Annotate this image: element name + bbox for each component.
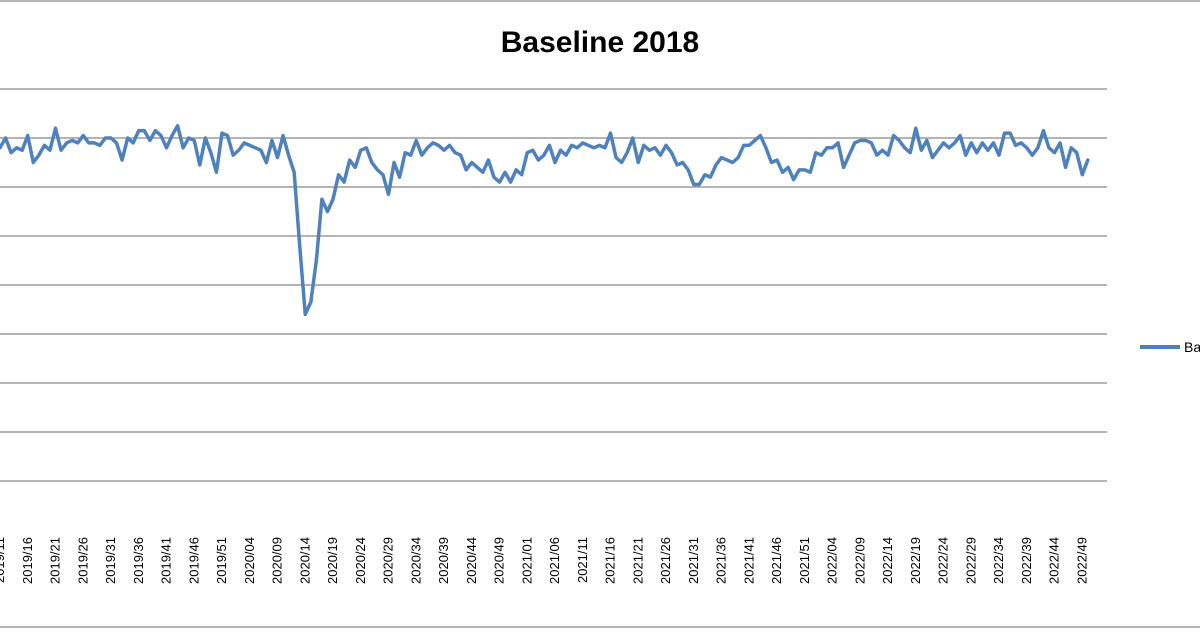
x-tick-label: 2019/46	[186, 537, 201, 584]
x-tick-label: 2020/44	[464, 537, 479, 584]
x-tick-label: 2019/41	[159, 537, 174, 584]
x-tick-label: 2021/31	[686, 537, 701, 584]
x-tick-label: 2019/26	[75, 537, 90, 584]
x-tick-label: 2019/36	[131, 537, 146, 584]
series-layer	[0, 124, 1090, 317]
x-tick-label: 2019/31	[103, 537, 118, 584]
x-tick-label: 2021/41	[741, 537, 756, 584]
x-tick-label: 2020/39	[436, 537, 451, 584]
x-tick-label: 2022/04	[825, 537, 840, 584]
x-tick-label: 2020/29	[381, 537, 396, 584]
x-tick-label: 2022/49	[1074, 537, 1089, 584]
x-tick-label: 2021/51	[797, 537, 812, 584]
x-tick-label: 2022/34	[991, 537, 1006, 584]
x-tick-label: 2019/21	[48, 537, 63, 584]
legend: Ba	[1140, 339, 1200, 355]
x-tick-label: 2022/29	[963, 537, 978, 584]
x-tick-label: 2022/09	[852, 537, 867, 584]
series-line-0	[0, 124, 1090, 317]
x-tick-label: 2021/46	[769, 537, 784, 584]
x-tick-label: 2021/11	[575, 537, 590, 583]
x-tick-label: 2019/16	[20, 537, 35, 584]
x-tick-label: 2019/11	[0, 537, 7, 583]
x-tick-label: 2021/01	[519, 537, 534, 584]
x-tick-label: 2021/06	[547, 537, 562, 584]
x-tick-label: 2020/19	[325, 537, 340, 584]
x-axis-tick-labels: 2019/11 2019/16 2019/21 2019/26 2019/31 2019/…	[0, 537, 1089, 584]
x-tick-label: 2020/09	[270, 537, 285, 584]
gridlines	[0, 88, 1107, 482]
x-tick-label: 2022/24	[936, 537, 951, 584]
x-tick-label: 2021/16	[603, 537, 618, 584]
x-tick-label: 2021/26	[658, 537, 673, 584]
chart-title: Baseline 2018	[501, 26, 699, 59]
x-tick-label: 2020/14	[297, 537, 312, 584]
x-tick-label: 2019/51	[214, 537, 229, 584]
x-tick-label: 2021/21	[630, 537, 645, 584]
x-tick-label: 2020/04	[242, 537, 257, 584]
x-tick-label: 2022/39	[1019, 537, 1034, 584]
legend-series-label: Ba	[1184, 339, 1200, 355]
x-tick-label: 2022/19	[908, 537, 923, 584]
x-tick-label: 2022/44	[1047, 537, 1062, 584]
x-tick-label: 2022/14	[880, 537, 895, 584]
x-tick-label: 2021/36	[714, 537, 729, 584]
x-tick-label: 2020/49	[492, 537, 507, 584]
x-tick-label: 2020/34	[408, 537, 423, 584]
x-tick-label: 2020/24	[353, 537, 368, 584]
